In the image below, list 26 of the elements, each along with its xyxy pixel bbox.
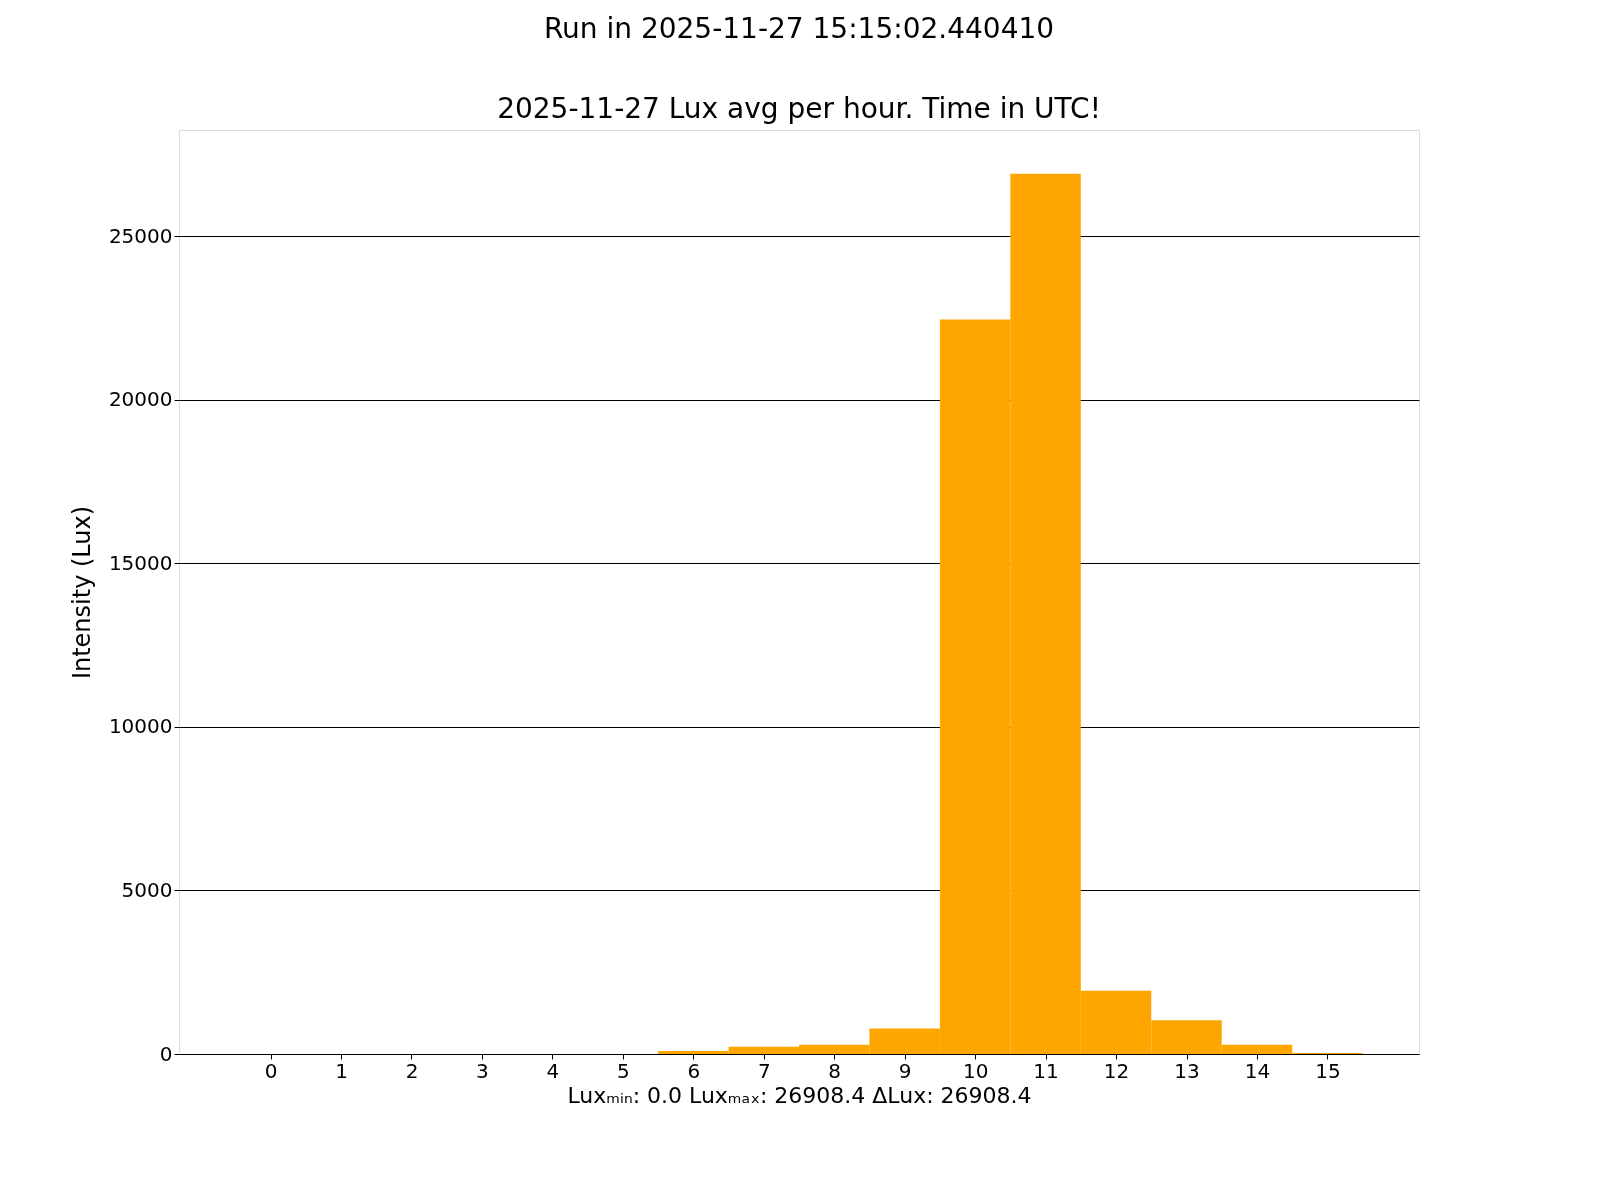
x-tick-label: 4 [546, 1058, 560, 1083]
x-tick-label: 10 [962, 1058, 989, 1083]
x-tick-label: 13 [1174, 1058, 1200, 1083]
x-tick-label: 15 [1315, 1058, 1341, 1083]
chart-subtitle: 2025-11-27 Lux avg per hour. Time in UTC! [497, 92, 1101, 125]
y-tick-label: 0 [159, 1041, 173, 1066]
x-tick-label: 0 [264, 1058, 278, 1083]
y-tick-label: 20000 [108, 387, 173, 412]
y-tick-label: 15000 [108, 550, 173, 575]
y-axis-title: Intensity (Lux) [67, 505, 96, 680]
x-axis-title: Luxₘᵢₙ: 0.0 Luxₘₐₓ: 26908.4 ΔLux: 26908.4 [567, 1082, 1032, 1108]
x-tick-label: 3 [476, 1058, 489, 1083]
chart-title: Run in 2025-11-27 15:15:02.440410 [543, 12, 1055, 45]
x-tick-label: 12 [1103, 1058, 1130, 1083]
x-tick-label: 1 [335, 1058, 348, 1083]
x-tick-label: 8 [828, 1058, 842, 1083]
x-tick-label: 14 [1244, 1058, 1271, 1083]
x-tick-label: 9 [898, 1058, 912, 1083]
x-tick-label: 2 [405, 1058, 419, 1083]
y-tick-label: 25000 [108, 223, 173, 248]
y-tick-label: 10000 [108, 714, 173, 739]
x-tick-label: 7 [757, 1058, 771, 1083]
x-tick-label: 11 [1033, 1058, 1059, 1083]
y-tick-label: 5000 [121, 877, 173, 902]
x-tick-label: 5 [617, 1058, 630, 1083]
x-tick-label: 6 [687, 1058, 701, 1083]
